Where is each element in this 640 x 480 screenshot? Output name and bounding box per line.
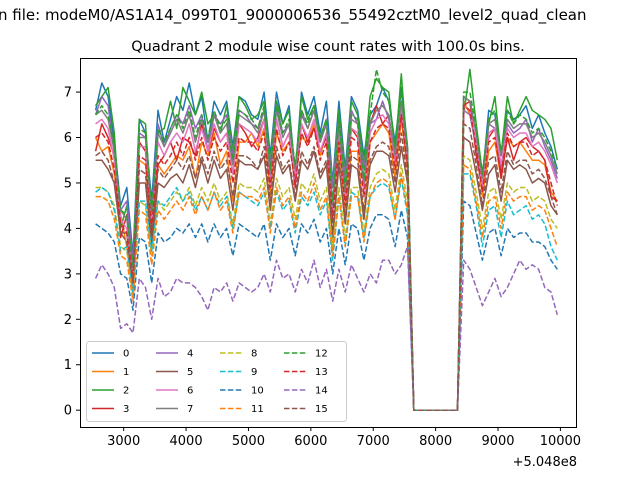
series-line-12 — [94, 68, 559, 411]
legend-label-11: 11 — [251, 404, 264, 415]
legend-label-5: 5 — [187, 367, 193, 378]
figure-suptitle: n file: modeM0/AS1A14_099T01_9000006536_… — [0, 6, 587, 25]
legend-label-8: 8 — [251, 349, 257, 360]
y-tick-label: 3 — [64, 267, 72, 282]
x-tick-label: 6000 — [294, 434, 327, 449]
y-tick-label: 0 — [64, 404, 72, 419]
y-tick-label: 5 — [64, 176, 72, 191]
axes-frame — [80, 58, 577, 428]
x-tick-label: 9000 — [481, 434, 514, 449]
y-tick-label: 4 — [64, 222, 72, 237]
x-tick-label: 8000 — [419, 434, 452, 449]
series-layer — [94, 68, 559, 411]
legend-frame — [86, 341, 347, 422]
y-axis: 0 1 2 3 4 5 6 7 — [64, 86, 80, 419]
legend-label-13: 13 — [315, 367, 328, 378]
y-tick-label: 1 — [64, 358, 72, 373]
series-line-8 — [95, 154, 558, 411]
x-tick-label: 4000 — [170, 434, 203, 449]
y-tick-label: 2 — [64, 313, 72, 328]
x-axis: 3000 4000 5000 6000 7000 8000 9000 10000 — [107, 427, 581, 449]
y-tick-label: 6 — [64, 131, 72, 146]
legend-label-2: 2 — [123, 386, 129, 397]
x-tick-label: 7000 — [357, 434, 390, 449]
x-tick-label: 3000 — [107, 434, 140, 449]
plot-area: 3000 4000 5000 6000 7000 8000 9000 10000 012345… — [64, 58, 581, 470]
legend-label-9: 9 — [251, 367, 257, 378]
legend-label-0: 0 — [123, 349, 129, 360]
x-tick-label: 5000 — [232, 434, 265, 449]
chart-title: Quadrant 2 module wise count rates with … — [131, 39, 525, 55]
x-tick-label: 10000 — [540, 434, 581, 449]
x-axis-offset-label: +5.048e8 — [513, 455, 577, 470]
series-line-10 — [95, 200, 558, 411]
legend-label-7: 7 — [187, 404, 193, 415]
series-line-15 — [95, 123, 559, 411]
legend-label-6: 6 — [187, 386, 193, 397]
legend-label-14: 14 — [315, 386, 328, 397]
legend-label-12: 12 — [315, 349, 328, 360]
y-tick-label: 7 — [64, 86, 72, 101]
series-line-13 — [95, 104, 559, 411]
legend-label-1: 1 — [123, 367, 129, 378]
series-line-14 — [94, 245, 559, 411]
legend-label-15: 15 — [315, 404, 328, 415]
series-line-11 — [95, 164, 559, 411]
legend-label-10: 10 — [251, 386, 264, 397]
legend-label-3: 3 — [123, 404, 129, 415]
legend-label-4: 4 — [187, 349, 193, 360]
